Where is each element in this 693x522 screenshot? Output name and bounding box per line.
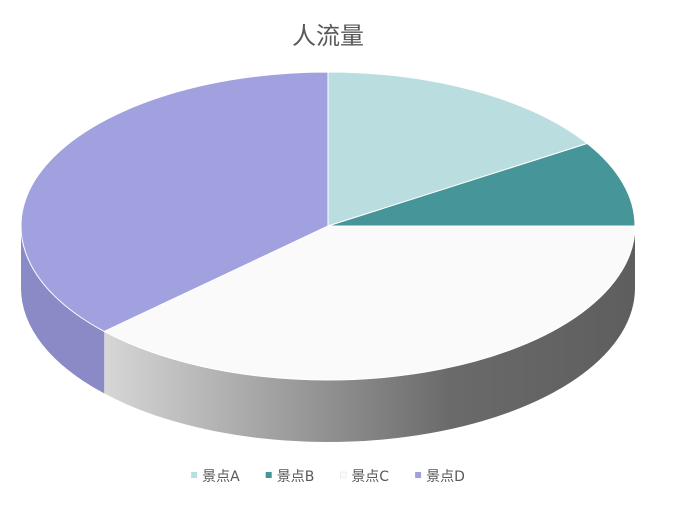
legend-item-1: 景点A — [191, 469, 240, 485]
slice-3-side — [104, 226, 635, 442]
slice-4-side — [21, 226, 105, 394]
slice-2[interactable] — [327, 142, 636, 227]
legend-item-4: 景点D — [415, 469, 465, 485]
legend-label-3: 景点C — [351, 469, 389, 485]
legend-marker-2 — [265, 472, 272, 478]
legend-marker-3 — [340, 471, 347, 479]
legend-label-4: 景点D — [426, 469, 465, 485]
slice-4[interactable] — [20, 71, 329, 332]
legend-item-3: 景点C — [340, 469, 389, 485]
legend-marker-4 — [415, 472, 422, 478]
slice-3[interactable] — [103, 225, 636, 381]
legend-label-1: 景点A — [202, 469, 240, 485]
legend: 景点A 景点B 景点C 景点D — [191, 469, 465, 485]
legend-item-2: 景点B — [265, 469, 315, 485]
chart-title: 人流量 — [292, 22, 364, 50]
pie-slices — [20, 71, 636, 381]
pie-sides — [21, 226, 635, 442]
slice-1[interactable] — [327, 71, 588, 227]
legend-label-2: 景点B — [277, 469, 315, 485]
legend-marker-1 — [191, 472, 198, 478]
